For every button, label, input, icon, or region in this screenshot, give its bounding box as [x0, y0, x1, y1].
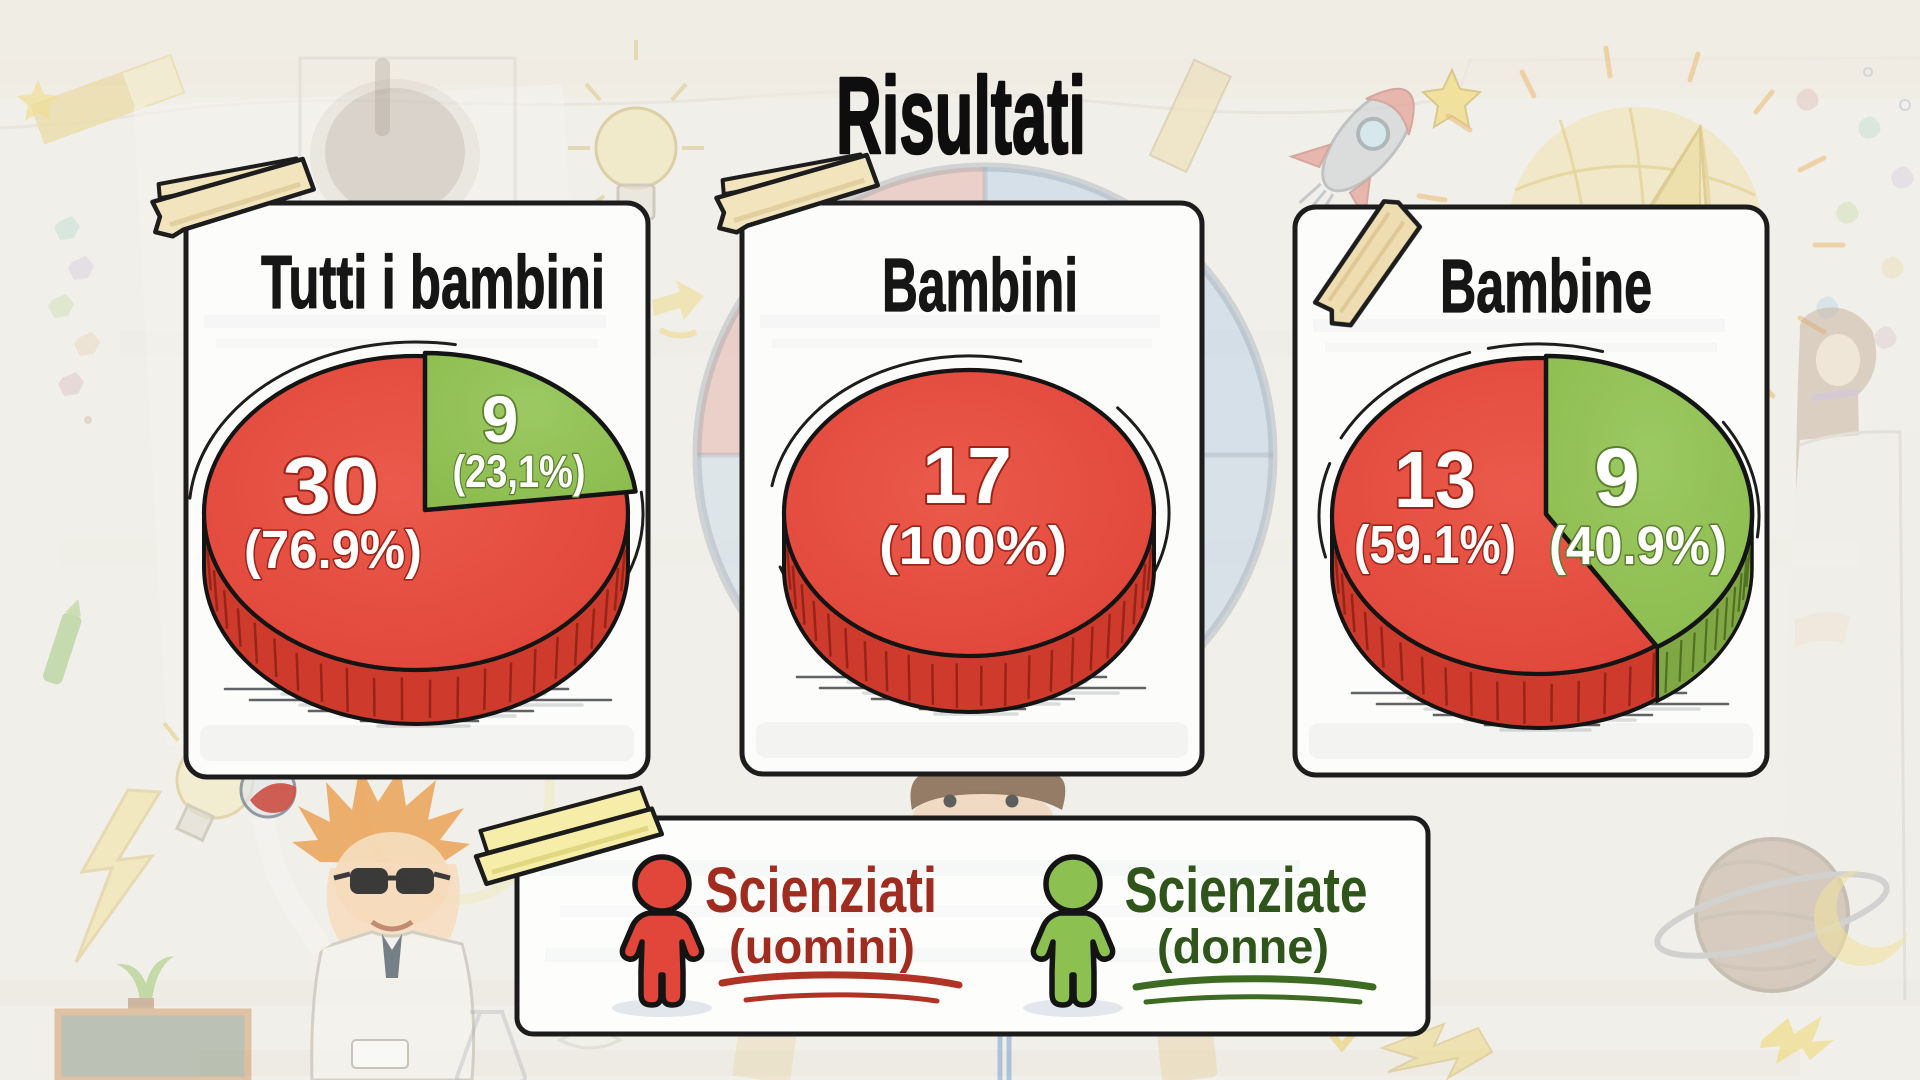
svg-text:Tutti i bambini: Tutti i bambini: [261, 240, 605, 324]
svg-text:(76.9%): (76.9%): [244, 520, 422, 580]
svg-text:9: 9: [482, 382, 519, 456]
svg-text:(uomini): (uomini): [729, 921, 915, 974]
svg-text:Scienziati: Scienziati: [705, 854, 937, 926]
svg-text:9: 9: [1594, 432, 1640, 523]
svg-text:(23,1%): (23,1%): [453, 446, 586, 497]
svg-text:(donne): (donne): [1157, 921, 1329, 974]
svg-text:30: 30: [283, 441, 380, 530]
svg-text:13: 13: [1394, 435, 1476, 524]
svg-text:(40.9%): (40.9%): [1549, 516, 1727, 576]
svg-text:Bambine: Bambine: [1440, 244, 1652, 328]
svg-text:Bambini: Bambini: [882, 243, 1078, 327]
svg-text:(59.1%): (59.1%): [1354, 515, 1516, 575]
svg-text:(100%): (100%): [879, 516, 1067, 576]
svg-text:17: 17: [922, 431, 1012, 520]
svg-text:Risultati: Risultati: [836, 55, 1086, 177]
svg-text:Scienziate: Scienziate: [1125, 854, 1368, 926]
